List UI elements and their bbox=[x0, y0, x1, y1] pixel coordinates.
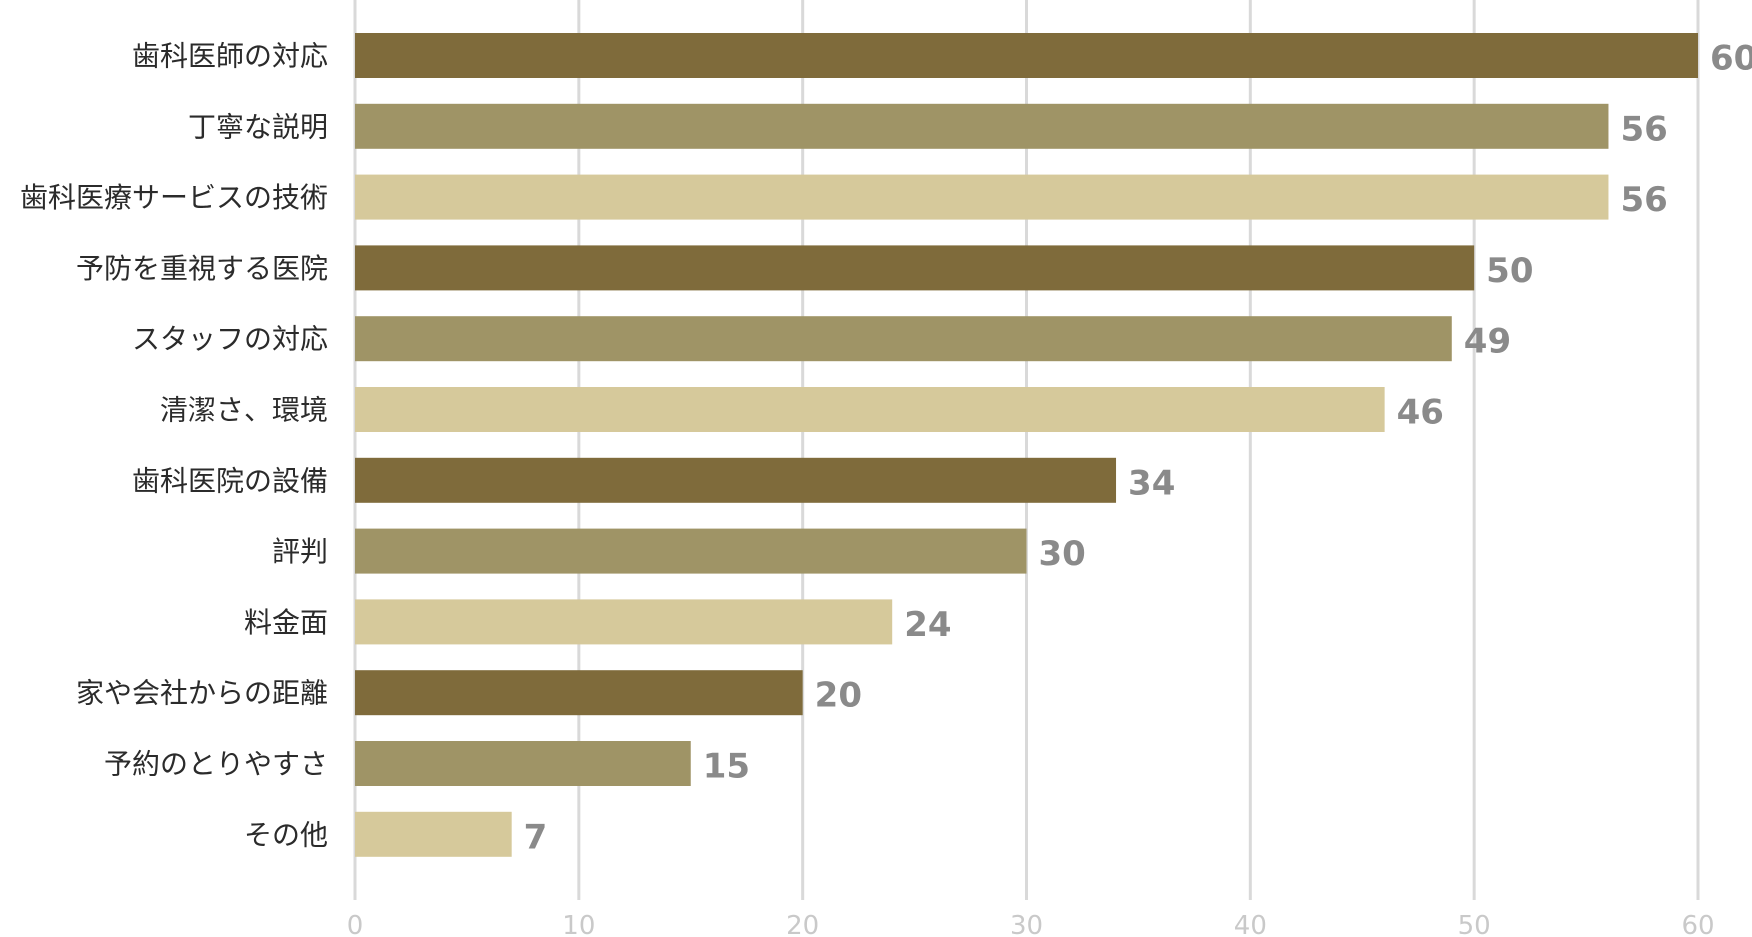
data-label: 20 bbox=[815, 676, 862, 716]
data-label: 24 bbox=[904, 605, 951, 645]
bar bbox=[355, 387, 1385, 432]
data-label: 56 bbox=[1620, 180, 1667, 220]
category-label: 予約のとりやすさ bbox=[104, 748, 328, 781]
category-label: 家や会社からの距離 bbox=[76, 677, 328, 710]
category-label: 清潔さ、環境 bbox=[160, 394, 328, 427]
x-tick-label: 60 bbox=[1681, 911, 1714, 937]
category-label: 歯科医師の対応 bbox=[132, 40, 328, 73]
bar bbox=[355, 103, 1609, 149]
x-tick-label: 40 bbox=[1234, 911, 1267, 937]
x-tick-label: 30 bbox=[1010, 911, 1043, 937]
data-label: 60 bbox=[1710, 39, 1752, 79]
x-tick-label: 10 bbox=[562, 911, 595, 937]
bar bbox=[355, 457, 1117, 503]
category-label: 料金面 bbox=[244, 606, 328, 639]
x-tick-label: 0 bbox=[347, 911, 364, 937]
bar bbox=[355, 33, 1698, 78]
data-label: 7 bbox=[524, 817, 548, 857]
data-label: 50 bbox=[1486, 251, 1533, 291]
bars bbox=[355, 33, 1698, 857]
grid-lines bbox=[353, 0, 1700, 900]
category-labels: 歯科医師の対応丁寧な説明歯科医療サービスの技術予防を重視する医院スタッフの対応清… bbox=[20, 40, 328, 852]
category-label: その他 bbox=[244, 818, 328, 851]
bar bbox=[355, 741, 691, 786]
category-label: 歯科医院の設備 bbox=[132, 464, 328, 497]
bar bbox=[355, 245, 1475, 291]
bar bbox=[355, 599, 893, 645]
category-label: 歯科医療サービスの技術 bbox=[20, 181, 328, 214]
bar bbox=[355, 174, 1609, 220]
x-axis-ticks: 0 10 20 30 40 50 60 bbox=[347, 911, 1715, 937]
data-label: 46 bbox=[1397, 393, 1444, 433]
data-label: 49 bbox=[1464, 322, 1511, 362]
category-label: スタッフの対応 bbox=[132, 323, 328, 356]
category-label: 評判 bbox=[272, 535, 328, 568]
x-tick-label: 50 bbox=[1458, 911, 1491, 937]
category-label: 予防を重視する医院 bbox=[76, 252, 328, 285]
x-tick-label: 20 bbox=[786, 911, 819, 937]
value-labels: 60 56 56 50 49 46 34 30 24 20 15 7 bbox=[524, 39, 1752, 858]
bar bbox=[355, 670, 803, 716]
category-label: 丁寧な説明 bbox=[188, 110, 328, 143]
bar bbox=[355, 811, 512, 857]
data-label: 30 bbox=[1039, 534, 1086, 574]
data-label: 34 bbox=[1128, 463, 1175, 503]
bar bbox=[355, 528, 1027, 574]
bar bbox=[355, 316, 1452, 362]
data-label: 15 bbox=[703, 747, 750, 787]
data-label: 56 bbox=[1620, 109, 1667, 149]
